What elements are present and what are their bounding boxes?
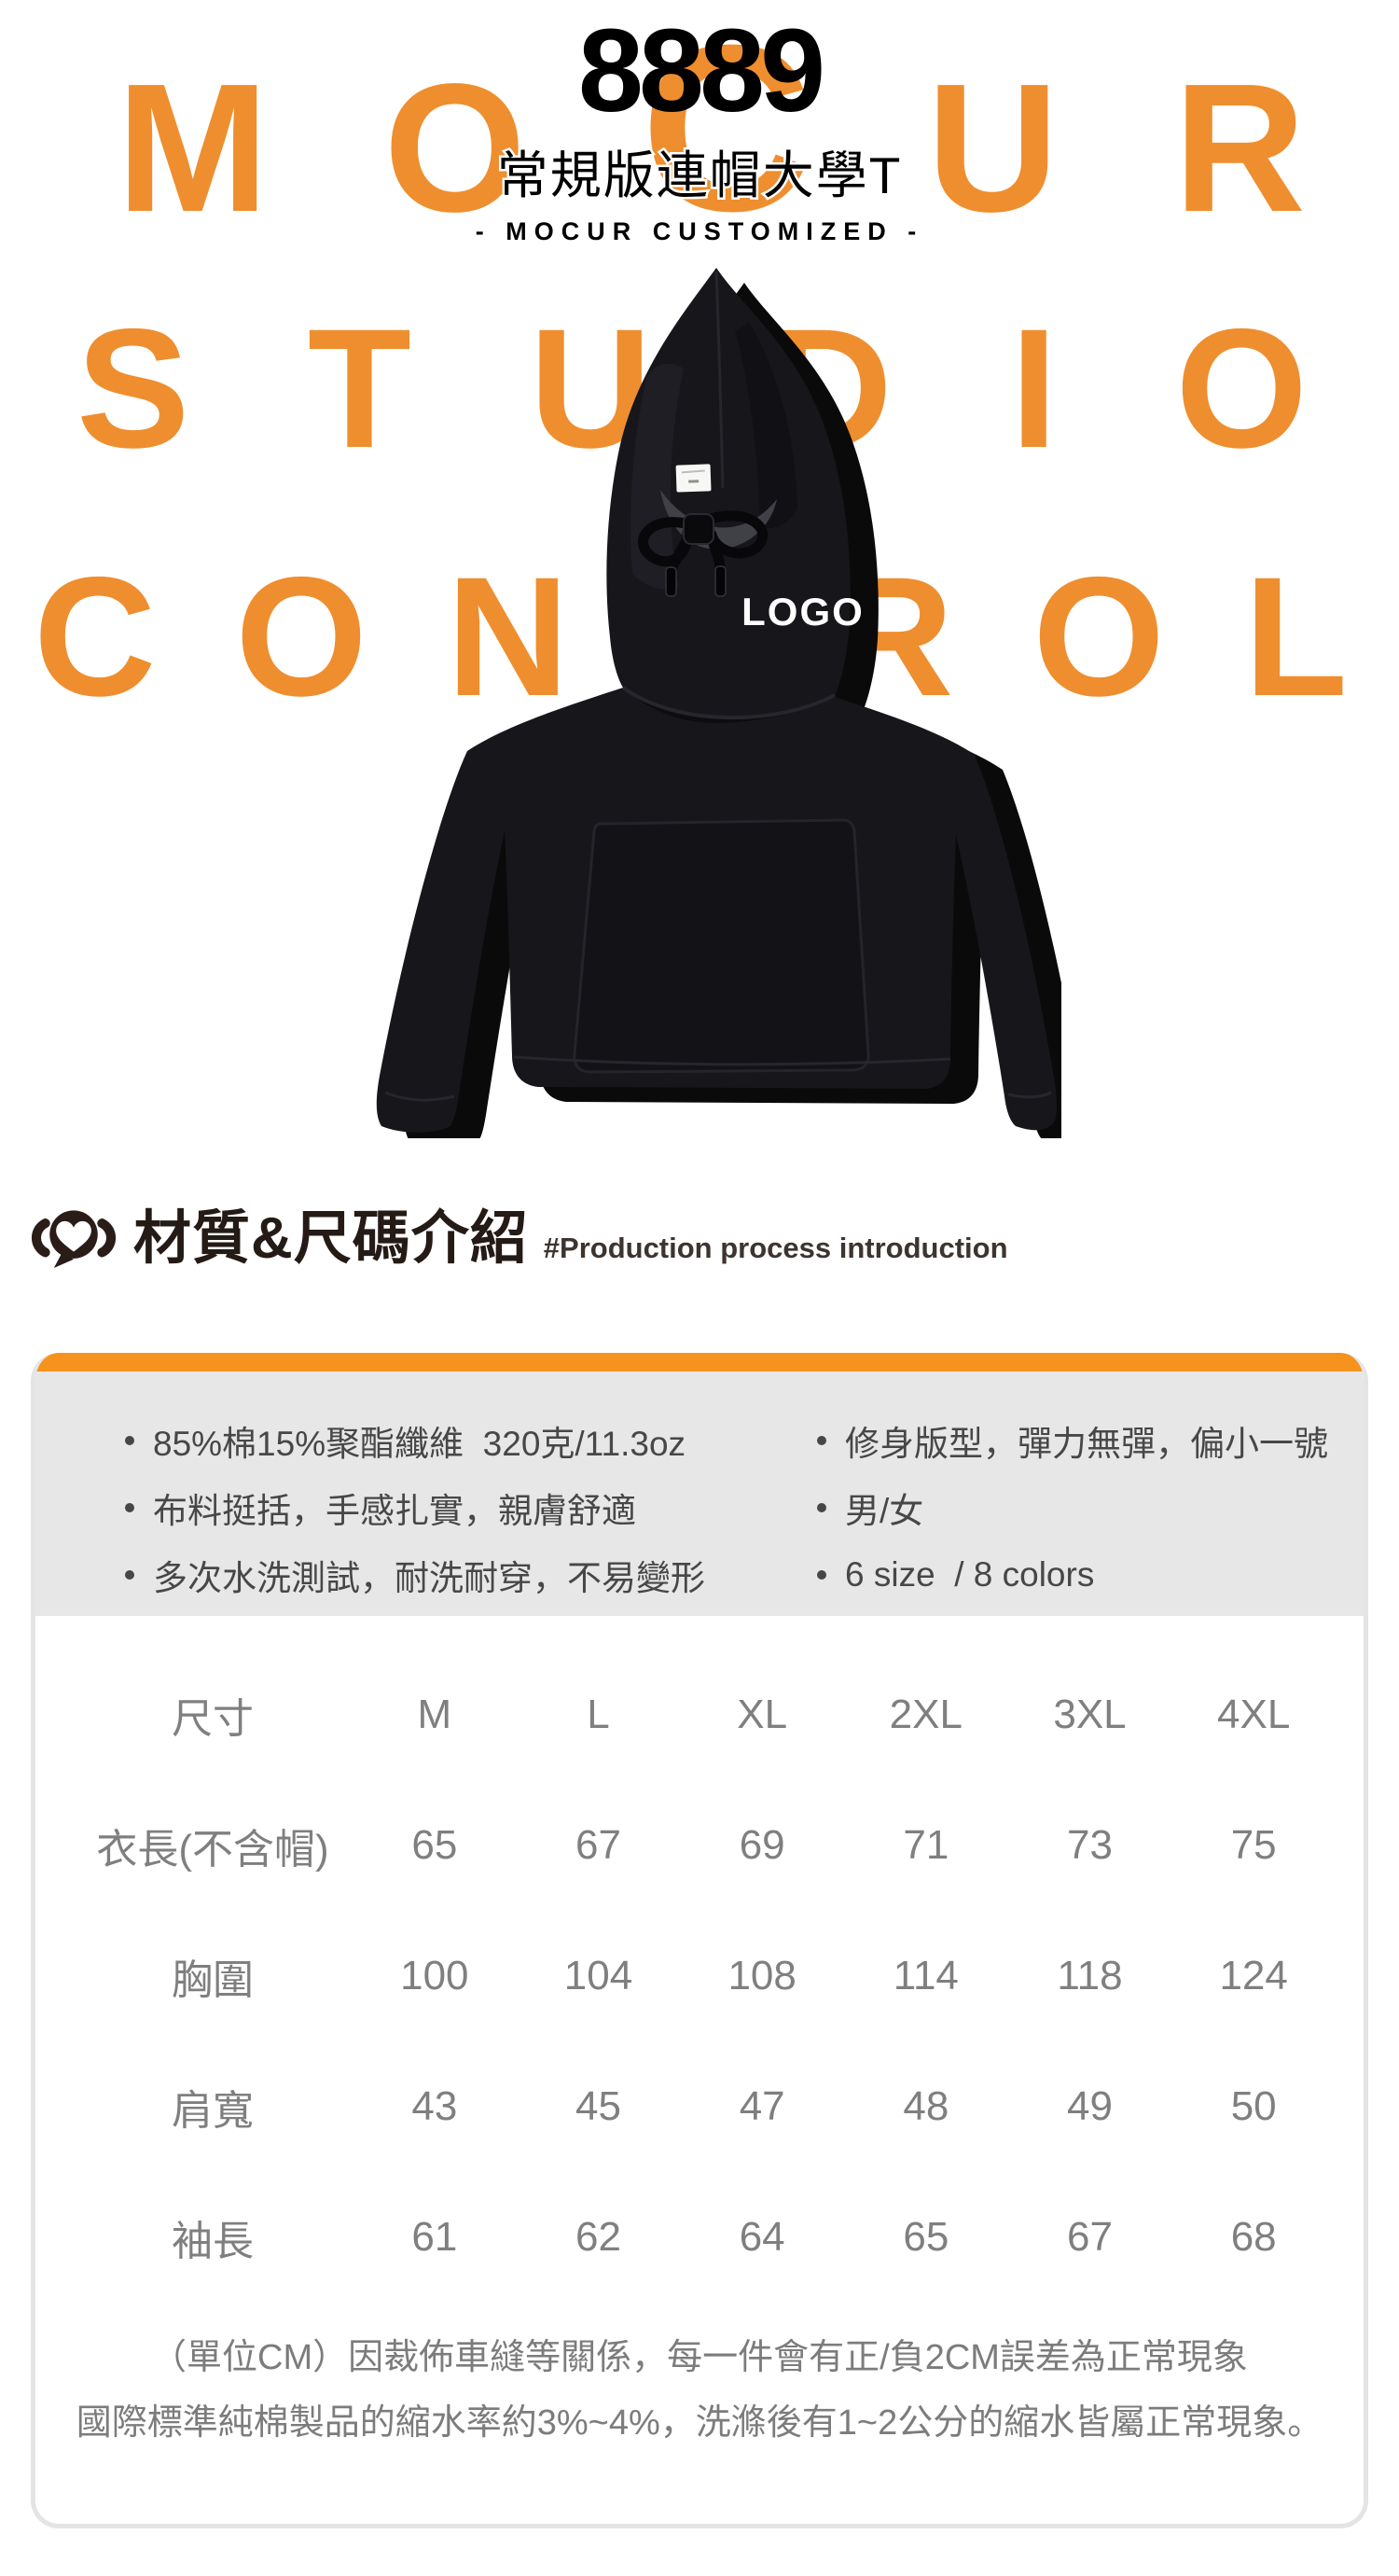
- table-cell: 68: [1230, 2214, 1277, 2260]
- table-header-cell: 3XL: [1053, 1692, 1127, 1737]
- size-table: 尺寸 M L XL 2XL 3XL 4XL 衣長(不含帽) 65 67 69 7…: [35, 1616, 1364, 2303]
- table-cell: 65: [903, 2214, 949, 2260]
- table-cell: 124: [1219, 1953, 1288, 1998]
- product-photo-hoodie: LOGO: [357, 266, 1086, 1148]
- table-row: 肩寬 43 45 47 48 49 50: [73, 2041, 1336, 2172]
- monkey-icon: [31, 1210, 117, 1268]
- feature-item: 修身版型，彈力無彈，偏小一號: [817, 1407, 1364, 1474]
- table-cell: 49: [1067, 2083, 1113, 2129]
- kangaroo-pocket: [573, 818, 870, 1074]
- section-header: 材質&尺碼介紹 #Production process introduction: [31, 1202, 1008, 1269]
- brand-letter: C: [34, 541, 157, 731]
- brand-tagline: - MOCUR CUSTOMIZED -: [475, 216, 924, 245]
- features-column-left: 85%棉15%聚酯纖維 320克/11.3oz 布料挺括，手感扎實，親膚舒適 多…: [125, 1407, 817, 1616]
- cuff-seam-right: [1007, 1091, 1052, 1099]
- table-cell: 67: [1067, 2214, 1113, 2260]
- hem-seam: [513, 1055, 951, 1066]
- table-header-cell: 4XL: [1217, 1692, 1291, 1737]
- table-cell: 75: [1230, 1822, 1277, 1868]
- table-row: 衣長(不含帽) 65 67 69 71 73 75: [73, 1780, 1336, 1911]
- table-cell: 100: [400, 1953, 469, 1998]
- table-cell: 65: [411, 1822, 458, 1868]
- drawstring-aglet: [714, 565, 727, 597]
- info-card: 85%棉15%聚酯纖維 320克/11.3oz 布料挺括，手感扎實，親膚舒適 多…: [31, 1353, 1368, 2528]
- table-row: 胸圍 100 104 108 114 118 124: [73, 1911, 1336, 2041]
- logo-print-text: LOGO: [741, 590, 865, 634]
- note-line: 國際標準純棉製品的縮水率約3%~4%，洗滌後有1~2公分的縮水皆屬正常現象。: [76, 2403, 1323, 2443]
- brand-letter: O: [235, 541, 367, 731]
- table-header-cell: L: [587, 1692, 610, 1737]
- feature-item: 布料挺括，手感扎實，親膚舒適: [125, 1474, 817, 1541]
- hoodie-image: LOGO: [376, 268, 1086, 1148]
- row-label: 胸圍: [172, 1957, 254, 2003]
- table-cell: 108: [727, 1953, 796, 1998]
- brand-letter: L: [1243, 541, 1348, 731]
- table-cell: 48: [903, 2083, 949, 2129]
- neck-label: [675, 464, 712, 493]
- row-label: 肩寬: [172, 2088, 254, 2134]
- table-cell: 73: [1067, 1822, 1113, 1868]
- drawstring-aglet: [665, 566, 677, 597]
- section-title: 材質&尺碼介紹: [133, 1205, 529, 1271]
- features-column-right: 修身版型，彈力無彈，偏小一號 男/女 6 size / 8 colors: [817, 1407, 1364, 1616]
- hero-section: M O C U R S T U D I O C O N T R O L 8889…: [0, 0, 1399, 1204]
- accent-bar: [35, 1353, 1364, 1372]
- size-notes: （單位CM）因裁佈車縫等關係，每一件會有正/負2CM誤差為正常現象 國際標準純棉…: [35, 2325, 1364, 2456]
- table-cell: 47: [739, 2083, 785, 2129]
- table-header-cell: XL: [737, 1692, 788, 1737]
- section-subtitle: #Production process introduction: [543, 1232, 1008, 1264]
- table-cell: 114: [893, 1953, 959, 1998]
- drawstring-knot: [683, 513, 714, 545]
- table-header-cell: M: [417, 1692, 452, 1737]
- hood-fold-right: [735, 322, 797, 528]
- table-cell: 64: [739, 2214, 785, 2260]
- feature-item: 多次水洗測試，耐洗耐穿，不易變形: [125, 1541, 817, 1608]
- table-cell: 118: [1057, 1953, 1123, 1998]
- features-panel: 85%棉15%聚酯纖維 320克/11.3oz 布料挺括，手感扎實，親膚舒適 多…: [35, 1372, 1364, 1616]
- table-cell: 43: [411, 2083, 458, 2129]
- table-cell: 45: [575, 2083, 621, 2129]
- table-header-row: 尺寸 M L XL 2XL 3XL 4XL: [73, 1650, 1336, 1780]
- table-cell: 104: [563, 1953, 633, 1998]
- table-cell: 71: [903, 1822, 949, 1868]
- product-name: 常規版連帽大學T: [494, 144, 903, 206]
- brand-letter: S: [76, 293, 190, 483]
- row-label: 衣長(不含帽): [96, 1827, 329, 1873]
- feature-item: 6 size / 8 colors: [817, 1541, 1364, 1608]
- table-cell: 50: [1230, 2083, 1277, 2129]
- row-label: 袖長: [172, 2219, 254, 2264]
- table-header-cell: 2XL: [889, 1692, 963, 1737]
- cuff-seam-left: [384, 1091, 455, 1102]
- table-header-cell: 尺寸: [172, 1696, 254, 1742]
- table-cell: 61: [411, 2214, 458, 2260]
- note-line: （單位CM）因裁佈車縫等關係，每一件會有正/負2CM誤差為正常現象: [151, 2338, 1248, 2377]
- table-row: 袖長 61 62 64 65 67 68: [73, 2172, 1336, 2303]
- feature-item: 85%棉15%聚酯纖維 320克/11.3oz: [125, 1407, 817, 1474]
- brand-letter: O: [1175, 293, 1308, 483]
- table-cell: 69: [739, 1822, 785, 1868]
- table-cell: 67: [575, 1822, 621, 1868]
- feature-item: 男/女: [817, 1474, 1364, 1541]
- table-cell: 62: [575, 2214, 621, 2260]
- model-number: 8889: [577, 5, 825, 136]
- collar-seam: [621, 686, 836, 720]
- hood-center-seam: [714, 271, 725, 489]
- hero-title-block: 8889 常規版連帽大學T - MOCUR CUSTOMIZED -: [0, 5, 1399, 246]
